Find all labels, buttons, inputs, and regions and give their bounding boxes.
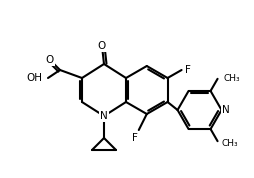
Text: N: N xyxy=(100,111,108,121)
Text: O: O xyxy=(46,55,54,65)
Text: CH₃: CH₃ xyxy=(224,74,240,83)
Text: OH: OH xyxy=(26,73,42,83)
Text: F: F xyxy=(132,133,138,143)
Text: O: O xyxy=(98,41,106,51)
Text: F: F xyxy=(185,65,190,75)
Text: CH₃: CH₃ xyxy=(221,139,238,148)
Text: N: N xyxy=(222,105,229,115)
